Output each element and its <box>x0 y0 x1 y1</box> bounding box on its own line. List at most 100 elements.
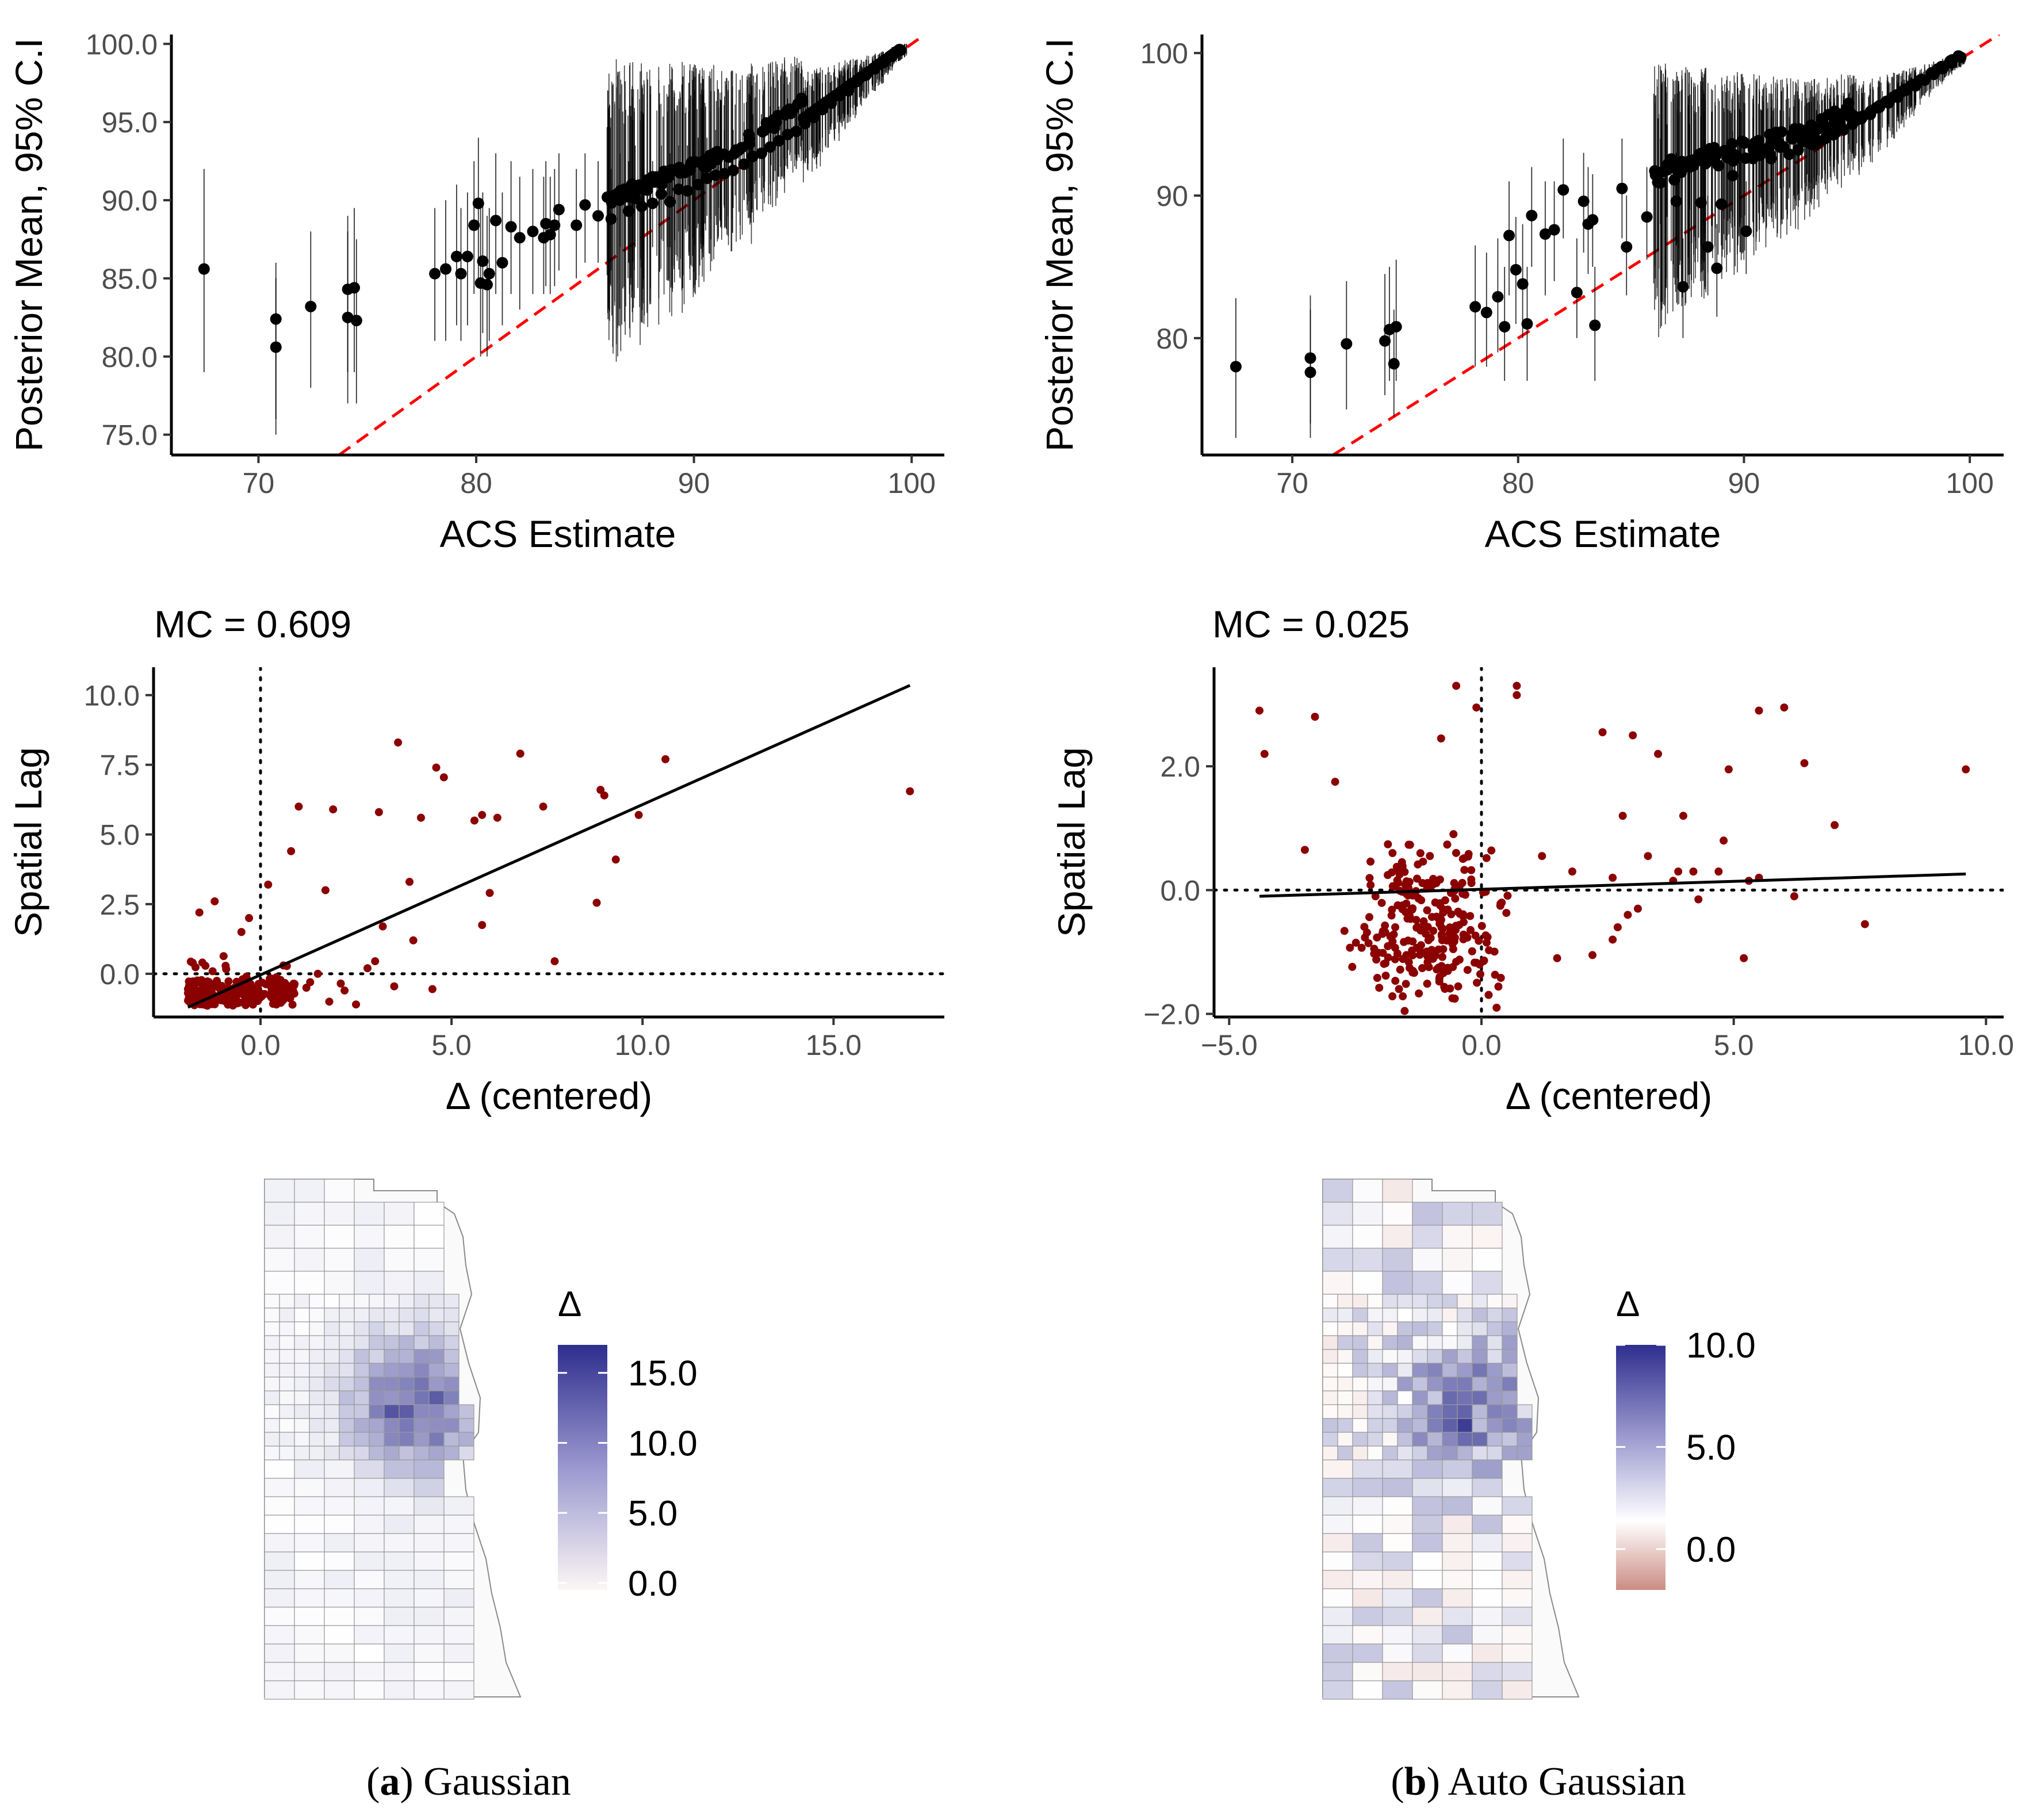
data-point <box>1668 174 1680 186</box>
census-tract <box>1322 1643 1353 1663</box>
census-tract <box>369 1418 385 1433</box>
lag-point <box>1388 882 1397 890</box>
data-point <box>342 311 354 323</box>
y-tick-label: −2.0 <box>1143 999 1200 1031</box>
census-tract <box>1457 1390 1473 1405</box>
census-tract <box>1487 1404 1503 1419</box>
census-tract <box>354 1680 385 1700</box>
census-tract <box>1352 1515 1383 1534</box>
census-tract <box>1382 1432 1398 1447</box>
census-tract <box>1367 1363 1383 1378</box>
census-tract <box>1412 1294 1428 1309</box>
data-point <box>1747 152 1759 165</box>
census-tract <box>1367 1418 1383 1433</box>
lag-point <box>1502 909 1511 917</box>
caption-text: Auto Gaussian <box>1448 1760 1686 1804</box>
census-tract <box>414 1404 430 1419</box>
lag-point <box>213 978 221 987</box>
census-tract <box>414 1271 445 1295</box>
census-tract <box>369 1432 385 1447</box>
census-tract <box>428 1294 445 1309</box>
census-tract <box>1427 1404 1443 1419</box>
lag-point <box>1395 985 1403 993</box>
lag-point <box>1494 982 1503 991</box>
census-tract <box>399 1377 415 1391</box>
data-point <box>1510 263 1522 276</box>
lag-point <box>191 963 200 972</box>
census-tract <box>1412 1446 1428 1460</box>
census-tract <box>1322 1321 1338 1336</box>
legend-title: Δ <box>558 1284 581 1324</box>
census-tract <box>1442 1496 1473 1516</box>
census-tract <box>1322 1432 1338 1447</box>
census-tract <box>264 1643 295 1663</box>
lag-point <box>1962 765 1970 774</box>
y-tick-label: 85.0 <box>102 263 158 295</box>
census-tract <box>1472 1607 1503 1626</box>
census-tract <box>1502 1588 1533 1608</box>
data-point <box>1711 262 1723 274</box>
census-tract <box>354 1363 370 1378</box>
census-tract <box>1322 1179 1353 1203</box>
lag-point <box>186 988 195 996</box>
x-tick-label: 80 <box>460 467 492 499</box>
lag-point <box>1357 943 1366 952</box>
census-tract <box>414 1248 445 1272</box>
census-tract <box>443 1588 474 1608</box>
census-tract <box>354 1662 385 1681</box>
census-tract <box>354 1625 385 1645</box>
census-tract <box>1427 1349 1443 1364</box>
census-tract <box>1412 1607 1443 1626</box>
lag-point <box>1406 915 1415 923</box>
census-tract <box>1502 1533 1533 1553</box>
census-tract <box>1367 1321 1383 1336</box>
data-point <box>1616 182 1628 194</box>
lag-point <box>1378 930 1387 938</box>
census-tract <box>1352 1202 1383 1226</box>
lag-point <box>1454 982 1462 991</box>
x-tick-label: 100 <box>1946 467 1993 499</box>
census-tract <box>309 1377 325 1391</box>
lag-point <box>237 928 246 936</box>
census-tract <box>1397 1321 1413 1336</box>
census-tract <box>354 1478 385 1497</box>
census-tract <box>264 1202 295 1226</box>
lag-point <box>485 889 494 897</box>
census-tract <box>354 1202 385 1226</box>
census-tract <box>1382 1335 1398 1350</box>
census-tract <box>339 1432 355 1447</box>
data-point <box>673 183 685 196</box>
lag-point <box>600 791 608 800</box>
data-point <box>477 255 489 267</box>
census-tract <box>294 1179 325 1203</box>
census-tract <box>1427 1363 1443 1378</box>
census-tract <box>1367 1390 1383 1405</box>
lag-point <box>290 989 298 998</box>
choropleth-map-auto-gaussian: Δ 10.0 5.0 0.0 <box>1322 1179 1756 1700</box>
lag-point <box>1482 938 1491 947</box>
census-tract <box>1472 1588 1503 1608</box>
census-tract <box>1322 1349 1338 1364</box>
census-tract <box>1382 1625 1413 1645</box>
lag-point <box>1429 954 1437 963</box>
data-point <box>614 194 626 207</box>
y-tick-label: 10.0 <box>84 679 140 712</box>
lag-point <box>1426 852 1434 861</box>
census-tract <box>279 1377 295 1391</box>
census-tract <box>1412 1478 1443 1497</box>
lag-point <box>271 986 280 995</box>
census-tract <box>1382 1643 1413 1663</box>
census-tract <box>1487 1335 1503 1350</box>
lag-point <box>264 880 273 889</box>
census-tract <box>1322 1533 1353 1553</box>
census-tract <box>428 1390 445 1405</box>
census-tract <box>1412 1307 1428 1322</box>
census-tract <box>264 1335 280 1350</box>
census-tract <box>294 1294 310 1309</box>
census-tract <box>443 1533 474 1553</box>
census-tract <box>279 1335 295 1350</box>
lag-point <box>1472 703 1481 712</box>
census-tract <box>384 1643 415 1663</box>
census-tract <box>294 1551 325 1571</box>
census-tract <box>294 1643 325 1663</box>
